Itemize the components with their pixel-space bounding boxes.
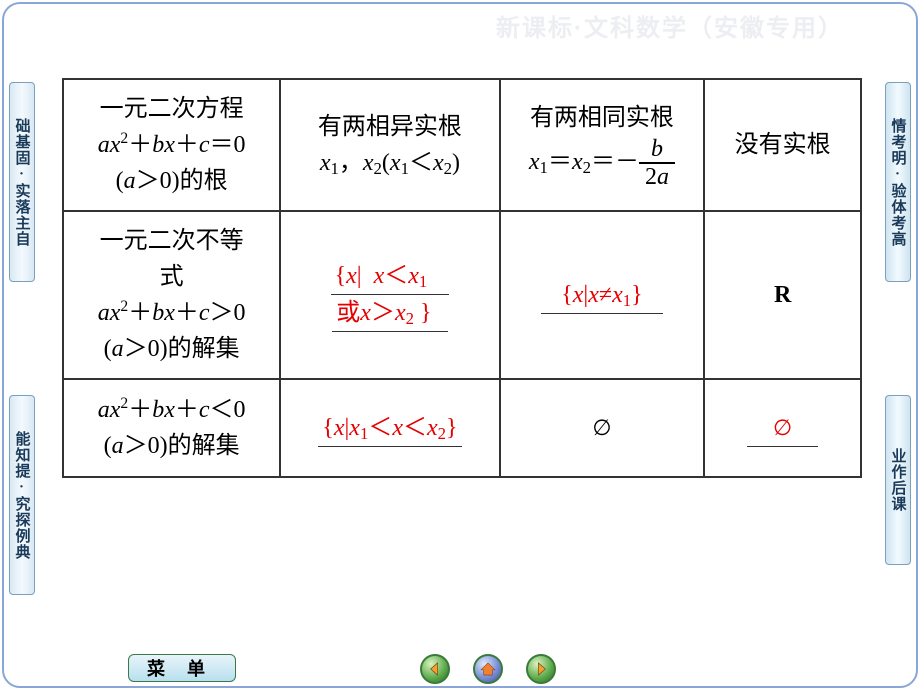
cell-r2c4: R (704, 211, 861, 379)
cell-r2c2: {x| x＜x1 或x＞x2 } (280, 211, 499, 379)
arrow-left-icon (422, 656, 448, 682)
tab-homework[interactable]: 业作后课 (885, 395, 911, 565)
arrow-right-icon (528, 656, 554, 682)
cell-r3c2: {x|x1＜x＜x2} (280, 379, 499, 477)
cell-r2c1: 一元二次不等 式 ax2＋bx＋c＞0 (a＞0)的解集 (63, 211, 280, 379)
r2c1-t2: 式 (160, 264, 184, 290)
home-button[interactable] (473, 654, 503, 684)
cell-r3c4: ∅ (704, 379, 861, 477)
r2c2-ans-line2: 或x＞x2 } (332, 295, 447, 332)
r3c1-eq: ax2＋bx＋c＜0 (98, 397, 246, 423)
r2c2-ans-line1: {x| x＜x1 (331, 258, 450, 295)
menu-button[interactable]: 菜单 (128, 654, 236, 682)
cell-r3c3: ∅ (500, 379, 705, 477)
r1c1-title: 一元二次方程 (100, 96, 244, 122)
r1c2-roots: x1，x2(x1＜x2) (320, 150, 460, 176)
next-button[interactable] (526, 654, 556, 684)
tab-examples[interactable]: 能知提·究探例典 (9, 395, 35, 595)
prev-button[interactable] (420, 654, 450, 684)
r1c2-title: 有两相异实根 (318, 114, 462, 140)
r2c1-t1: 一元二次不等 (100, 228, 244, 254)
home-icon (475, 656, 501, 682)
r1c1-cond: (a＞0)的根 (116, 168, 228, 194)
content-table: 一元二次方程 ax2＋bx＋c＝0 (a＞0)的根 有两相异实根 x1，x2(x… (62, 78, 862, 478)
r2c1-eq: ax2＋bx＋c＞0 (98, 300, 246, 326)
r1c3-roots: x1＝x2＝－b2a (529, 149, 675, 175)
r1c1-eq: ax2＋bx＋c＝0 (98, 132, 246, 158)
cell-r1c3: 有两相同实根 x1＝x2＝－b2a (500, 79, 705, 211)
r1c3-title: 有两相同实根 (530, 105, 674, 131)
tab-exam[interactable]: 情考明·验体考高 (885, 82, 911, 282)
cell-r1c1: 一元二次方程 ax2＋bx＋c＝0 (a＞0)的根 (63, 79, 280, 211)
cell-r2c3: {x|x≠x1} (500, 211, 705, 379)
r3c2-ans: {x|x1＜x＜x2} (318, 410, 461, 447)
tab-foundation[interactable]: 础基固·实落主自 (9, 82, 35, 282)
header-watermark: 新课标·文科数学（安徽专用） (0, 8, 920, 43)
cell-r3c1: ax2＋bx＋c＜0 (a＞0)的解集 (63, 379, 280, 477)
cell-r1c2: 有两相异实根 x1，x2(x1＜x2) (280, 79, 499, 211)
r3c1-cond: (a＞0)的解集 (104, 433, 240, 459)
r2c1-cond: (a＞0)的解集 (104, 336, 240, 362)
cell-r1c4: 没有实根 (704, 79, 861, 211)
r2c3-ans: {x|x≠x1} (541, 277, 662, 314)
r3c4-ans: ∅ (747, 410, 818, 447)
